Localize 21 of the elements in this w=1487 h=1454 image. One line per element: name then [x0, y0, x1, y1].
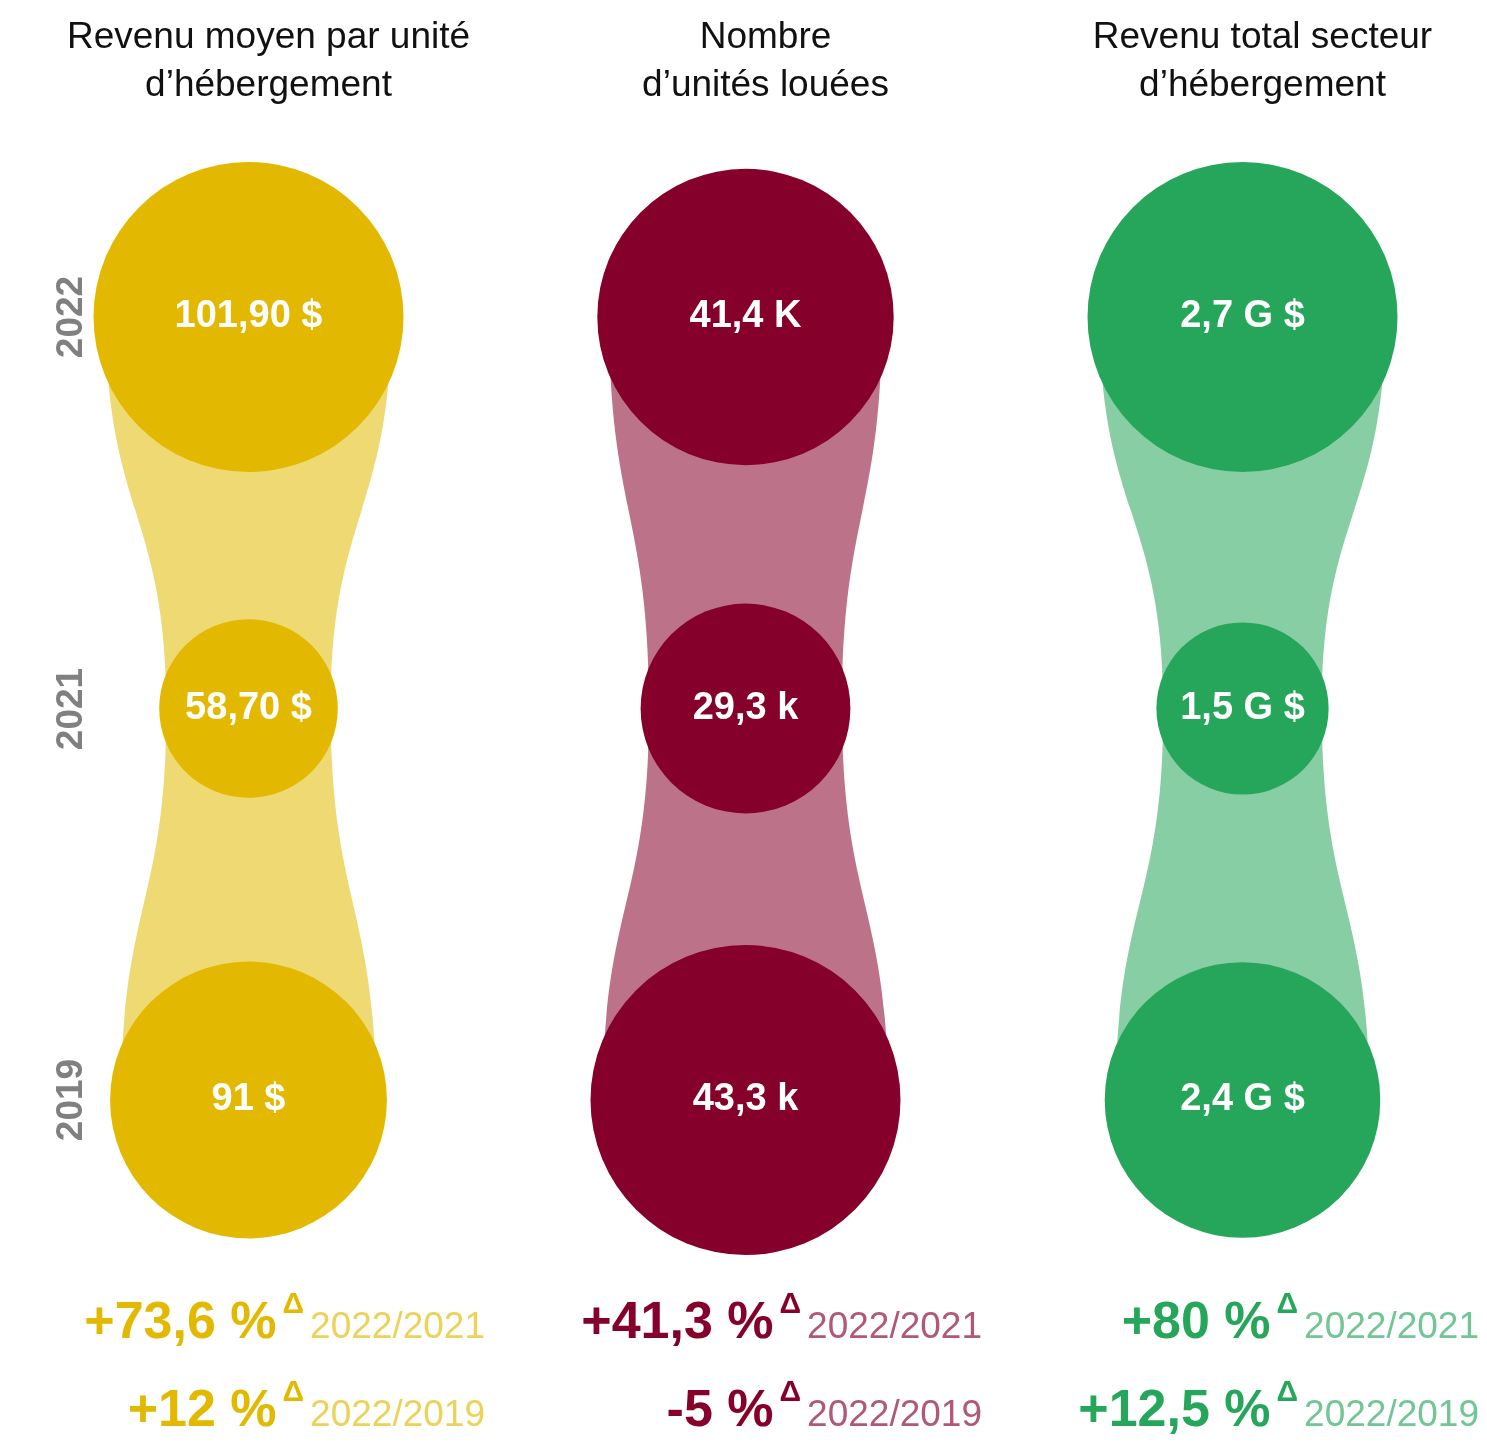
text: +12 %$^{Δ}$2022/2019 [127, 1374, 485, 1437]
text: +41,3 %$^{Δ}$2022/2021 [581, 1286, 982, 1349]
data-label: 41,4 K [689, 293, 803, 336]
data-label: 58,70 $ [185, 684, 312, 727]
text: +73,6 %$^{Δ}$2022/2021 [84, 1286, 485, 1349]
text: +80 %$^{Δ}$2022/2021 [1121, 1286, 1479, 1349]
category-label: 2022 [49, 275, 90, 359]
data-label: 2,7 G $ [1180, 293, 1305, 336]
text: +12,5 %$^{Δ}$2022/2019 [1078, 1374, 1479, 1437]
text: -5 %$^{Δ}$2022/2019 [666, 1374, 982, 1437]
text: Revenu total secteur d’hébergement [1091, 14, 1434, 106]
data-label: 101,90 $ [174, 293, 323, 336]
category-label: 2021 [49, 667, 90, 750]
data-label: 1,5 G $ [1180, 684, 1305, 727]
text: Nombre d’unités louées [641, 14, 890, 106]
text: Revenu moyen par unité d’hébergement [65, 14, 472, 106]
data-label: 91 $ [211, 1076, 286, 1119]
category-label: 2019 [49, 1058, 90, 1142]
data-label: 29,3 k [692, 684, 800, 727]
data-label: 2,4 G $ [1180, 1076, 1305, 1119]
data-label: 43,3 k [692, 1076, 800, 1119]
